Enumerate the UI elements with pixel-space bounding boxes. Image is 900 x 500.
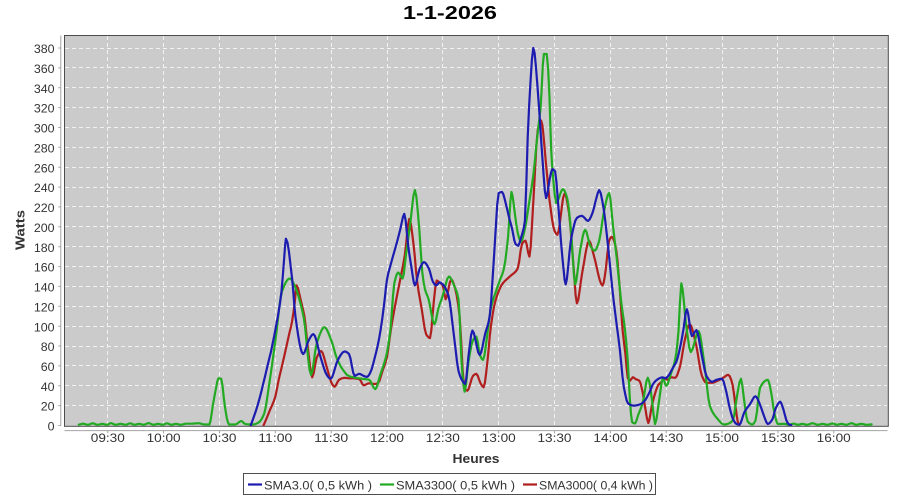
svg-text:280: 280 bbox=[34, 141, 55, 155]
svg-text:340: 340 bbox=[34, 82, 55, 96]
svg-text:100: 100 bbox=[34, 320, 55, 334]
svg-text:SMA3.0( 0,5 kWh ): SMA3.0( 0,5 kWh ) bbox=[264, 478, 372, 492]
svg-text:SMA3000( 0,4 kWh ): SMA3000( 0,4 kWh ) bbox=[539, 478, 653, 492]
svg-text:140: 140 bbox=[34, 281, 55, 295]
svg-text:14:00: 14:00 bbox=[593, 431, 627, 445]
svg-text:14:30: 14:30 bbox=[649, 431, 683, 445]
svg-text:15:00: 15:00 bbox=[705, 431, 739, 445]
svg-text:120: 120 bbox=[34, 300, 55, 314]
svg-text:12:30: 12:30 bbox=[426, 431, 460, 445]
svg-text:Watts: Watts bbox=[12, 210, 27, 250]
svg-text:200: 200 bbox=[34, 221, 55, 235]
svg-text:300: 300 bbox=[34, 122, 55, 136]
svg-text:240: 240 bbox=[34, 181, 55, 195]
svg-text:160: 160 bbox=[34, 261, 55, 275]
svg-text:SMA3300( 0,5 kWh ): SMA3300( 0,5 kWh ) bbox=[396, 478, 515, 492]
svg-text:320: 320 bbox=[34, 102, 55, 116]
svg-text:12:00: 12:00 bbox=[370, 431, 404, 445]
svg-text:60: 60 bbox=[41, 360, 55, 374]
svg-text:220: 220 bbox=[34, 201, 55, 215]
svg-text:09:30: 09:30 bbox=[91, 431, 125, 445]
svg-text:0: 0 bbox=[48, 420, 55, 434]
svg-text:1-1-2026: 1-1-2026 bbox=[403, 3, 497, 23]
svg-text:15:30: 15:30 bbox=[761, 431, 795, 445]
svg-text:20: 20 bbox=[41, 400, 55, 414]
svg-text:16:00: 16:00 bbox=[817, 431, 851, 445]
svg-text:Heures: Heures bbox=[453, 451, 500, 466]
svg-text:10:30: 10:30 bbox=[203, 431, 237, 445]
svg-text:40: 40 bbox=[41, 380, 55, 394]
svg-text:180: 180 bbox=[34, 241, 55, 255]
svg-text:80: 80 bbox=[41, 340, 55, 354]
svg-text:13:30: 13:30 bbox=[538, 431, 572, 445]
svg-text:380: 380 bbox=[34, 42, 55, 56]
svg-text:360: 360 bbox=[34, 62, 55, 76]
svg-text:11:00: 11:00 bbox=[258, 431, 292, 445]
svg-text:13:00: 13:00 bbox=[482, 431, 516, 445]
svg-text:11:30: 11:30 bbox=[314, 431, 348, 445]
svg-text:260: 260 bbox=[34, 161, 55, 175]
svg-text:10:00: 10:00 bbox=[147, 431, 181, 445]
